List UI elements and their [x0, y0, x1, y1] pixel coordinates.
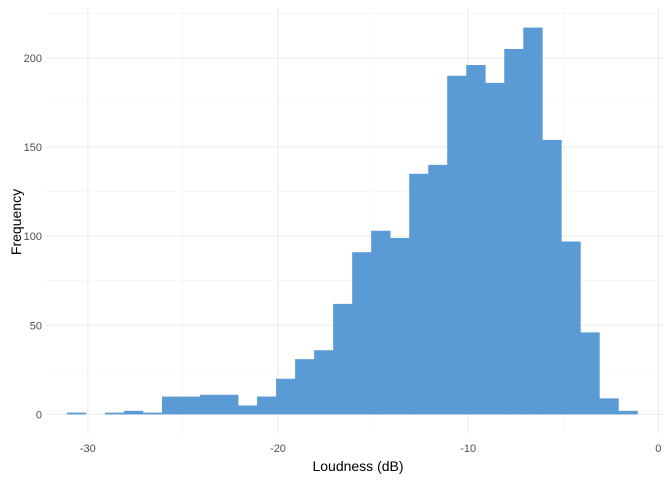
- histogram-bars: [66, 27, 638, 415]
- histogram-bar: [352, 252, 372, 415]
- x-tick-label: 0: [655, 443, 661, 455]
- x-tick-label: -30: [80, 443, 96, 455]
- histogram-bar: [504, 49, 524, 415]
- histogram-bar: [333, 303, 353, 415]
- y-tick-label: 100: [24, 231, 42, 243]
- histogram-bar: [447, 75, 467, 415]
- histogram-bar: [66, 412, 87, 415]
- histogram-bar: [295, 359, 315, 415]
- x-axis-title: Loudness (dB): [312, 458, 403, 474]
- y-tick-label: 150: [24, 142, 42, 154]
- x-tick-label: -10: [460, 443, 476, 455]
- y-axis-title: Frequency: [8, 189, 24, 255]
- x-axis-tick-labels: -30 -20 -10 0: [80, 443, 661, 455]
- histogram-bar: [161, 396, 182, 415]
- histogram-bar: [466, 65, 486, 415]
- histogram-bar: [618, 410, 638, 415]
- histogram-bar: [485, 82, 505, 415]
- histogram-bar: [276, 378, 296, 415]
- histogram-bar: [523, 27, 543, 415]
- histogram-bar: [181, 396, 201, 415]
- histogram-bar: [219, 394, 239, 415]
- histogram-bar: [123, 410, 144, 415]
- y-tick-label: 0: [36, 409, 42, 421]
- y-tick-label: 50: [30, 320, 42, 332]
- y-tick-label: 200: [24, 53, 42, 65]
- histogram-bar: [409, 173, 429, 415]
- histogram-bar: [390, 237, 410, 415]
- histogram-bar: [599, 398, 619, 415]
- histogram-bar: [142, 412, 163, 415]
- histogram-bar: [580, 332, 600, 415]
- histogram-bar: [542, 139, 562, 415]
- y-axis-tick-labels: 0 50 100 150 200: [24, 53, 42, 421]
- histogram-bar: [200, 394, 220, 415]
- histogram-bar: [104, 412, 125, 415]
- histogram-bar: [371, 230, 391, 415]
- histogram-bar: [428, 164, 448, 415]
- histogram-bar: [561, 241, 581, 415]
- x-tick-label: -20: [270, 443, 286, 455]
- histogram-bar: [314, 350, 334, 415]
- histogram-bar: [238, 405, 258, 415]
- histogram-bar: [257, 396, 277, 415]
